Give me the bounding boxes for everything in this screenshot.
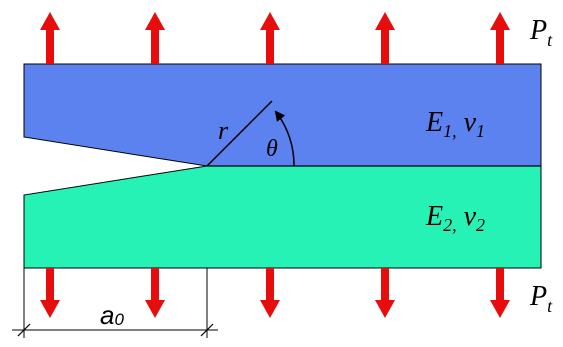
top-load-arrow-3 [260,12,280,64]
dimension-tick-left [17,323,31,337]
bottom-load-arrows [40,268,510,318]
angle-arc [274,110,295,167]
crack-length-dimension [12,268,218,338]
bottom-load-arrow-4 [375,268,395,318]
radius-line [206,100,273,167]
bottom-load-arrow-1 [40,268,60,318]
lower-material-label: E2, ν2 [425,201,485,235]
bottom-load-arrow-2 [145,268,165,318]
crack-length-label: a0 [100,300,124,330]
bottom-load-arrow-5 [490,268,510,318]
bottom-load-arrow-3 [260,268,280,318]
top-load-arrows [40,12,510,64]
radius-label: r [218,116,229,145]
top-load-label: Pt [529,15,553,50]
top-load-arrow-5 [490,12,510,64]
top-load-arrow-4 [375,12,395,64]
top-load-arrow-2 [145,12,165,64]
angle-label: θ [266,136,278,162]
dimension-tick-right [200,323,214,337]
upper-material-label: E1, ν1 [425,107,485,141]
top-load-arrow-1 [40,12,60,64]
bottom-load-label: Pt [529,281,553,316]
